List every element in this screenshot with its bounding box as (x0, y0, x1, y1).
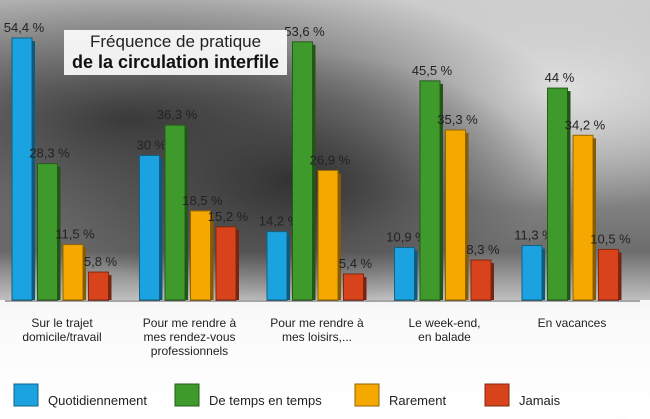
data-label: 54,4 % (4, 20, 45, 35)
legend-label: Quotidiennement (48, 393, 147, 408)
bar (470, 259, 492, 301)
category-label: en balade (418, 330, 471, 344)
legend-swatch (174, 383, 200, 407)
legend-label: De temps en temps (209, 393, 322, 408)
data-label: 10,5 % (590, 231, 631, 246)
bar (598, 248, 619, 301)
bar-side (83, 247, 86, 300)
bar (62, 244, 84, 301)
bar-side (542, 248, 545, 300)
bar-side (32, 41, 35, 300)
data-label: 45,5 % (412, 63, 453, 78)
bar (266, 231, 288, 301)
legend-swatch (484, 383, 510, 407)
bar-side (108, 275, 112, 300)
data-label: 44 % (545, 70, 575, 85)
bar-side (440, 83, 443, 300)
category-label: Pour me rendre à (143, 316, 237, 330)
category-label: professionnels (151, 344, 228, 358)
bar-side (465, 132, 469, 300)
legend-swatch (354, 383, 380, 407)
data-label: 5,8 % (84, 254, 118, 269)
bar-side (57, 166, 61, 300)
title-line-2: de la circulation interfile (72, 52, 280, 72)
bar (164, 124, 186, 301)
bar (88, 271, 109, 301)
category-label: Le week-end, (408, 316, 480, 330)
data-label: 18,5 % (182, 193, 223, 208)
chart-title: Fréquence de pratique de la circulation … (64, 30, 288, 75)
data-label: 35,3 % (437, 112, 478, 127)
bar-side (287, 234, 290, 300)
legend-label: Rarement (389, 393, 446, 408)
bar (394, 247, 415, 301)
category-label: mes rendez-vous (143, 330, 235, 344)
bar (317, 169, 339, 301)
bar (292, 41, 313, 301)
bar-side (363, 276, 367, 300)
bar-side (414, 250, 418, 300)
bar (11, 37, 33, 301)
bar-side (593, 138, 596, 300)
legend-swatch (13, 383, 39, 407)
bar-side (185, 128, 188, 300)
bar-side (618, 252, 622, 300)
bar-side (236, 229, 239, 300)
data-label: 5,4 % (339, 256, 373, 271)
bar (215, 226, 237, 301)
title-line-1: Fréquence de pratique (90, 32, 262, 51)
data-label: 11,5 % (55, 227, 95, 242)
bar-side (312, 44, 316, 301)
data-label: 30 % (137, 138, 167, 153)
data-label: 36,3 % (157, 107, 198, 122)
data-label: 26,9 % (310, 152, 351, 167)
bar (572, 134, 594, 301)
category-label: En vacances (538, 316, 607, 330)
bar-side (491, 263, 494, 300)
bar-side (210, 213, 214, 300)
data-label: 53,6 % (284, 24, 325, 39)
data-label: 15,2 % (208, 209, 249, 224)
legend-label: Jamais (519, 393, 561, 408)
category-label: domicile/travail (22, 330, 101, 344)
lower-panel (0, 300, 650, 419)
bar-side (338, 173, 341, 300)
bar (521, 245, 543, 301)
data-label: 11,3 % (514, 228, 554, 243)
category-label: mes loisirs,... (282, 330, 352, 344)
bar (139, 155, 160, 301)
category-label: Sur le trajet (31, 316, 93, 330)
category-label: Pour me rendre à (270, 316, 364, 330)
bar (445, 129, 466, 301)
data-label: 8,3 % (466, 242, 500, 257)
bar (190, 210, 211, 301)
bar-side (567, 91, 571, 301)
bar-side (159, 158, 163, 300)
data-label: 10,9 % (386, 230, 427, 245)
data-label: 28,3 % (29, 146, 70, 161)
data-label: 14,2 % (259, 214, 300, 229)
data-label: 34,2 % (565, 117, 606, 132)
bar (343, 273, 364, 301)
